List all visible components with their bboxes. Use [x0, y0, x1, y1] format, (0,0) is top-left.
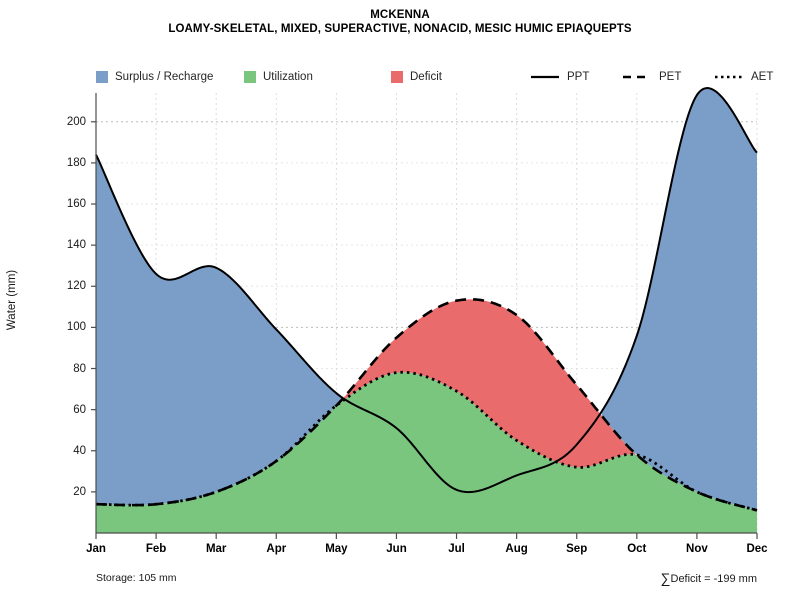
legend-label-surplus: Surplus / Recharge — [115, 71, 214, 83]
y-tick-label: 100 — [66, 321, 86, 334]
x-tick-label-aug: Aug — [505, 543, 528, 555]
dashed-line-icon — [622, 71, 652, 83]
y-tick-label: 140 — [66, 239, 86, 252]
legend-item-aet: AET — [714, 68, 773, 86]
y-tick-label: 60 — [73, 403, 86, 416]
area-utilization — [96, 372, 757, 533]
deficit-annotation-text: Deficit = -199 mm — [670, 573, 758, 585]
legend-label-ppt: PPT — [567, 71, 590, 83]
chart-subtitle: LOAMY-SKELETAL, MIXED, SUPERACTIVE, NONA… — [168, 23, 632, 35]
x-tick-label-jan: Jan — [86, 543, 106, 555]
legend-item-pet: PET — [622, 68, 681, 86]
legend-label-aet: AET — [751, 71, 774, 83]
sigma-icon: ∑ — [660, 570, 671, 586]
legend-item-surplus: Surplus / Recharge — [96, 68, 213, 86]
x-tick-label-jul: Jul — [448, 543, 465, 555]
y-tick-label: 80 — [73, 362, 86, 375]
x-tick-label-jun: Jun — [386, 543, 407, 555]
y-tick-label: 160 — [66, 198, 86, 210]
storage-annotation: Storage: 105 mm — [96, 572, 177, 584]
x-tick-label-dec: Dec — [746, 543, 768, 555]
deficit-annotation: ∑Deficit = -199 mm — [661, 570, 757, 586]
series-line-aet — [95, 370, 758, 512]
x-tick-label-apr: Apr — [266, 543, 287, 555]
y-tick-label: 40 — [73, 444, 86, 457]
area-deficit — [338, 299, 636, 468]
x-tick-label-may: May — [325, 543, 348, 555]
area-surplus-recharge — [96, 88, 757, 511]
chart-title-block: MCKENNA LOAMY-SKELETAL, MIXED, SUPERACTI… — [0, 8, 800, 37]
x-tick-label-mar: Mar — [205, 543, 227, 555]
series-line-ppt — [95, 87, 758, 494]
legend-item-ppt: PPT — [530, 68, 589, 86]
y-tick-label: 20 — [73, 485, 86, 498]
legend-swatch-deficit-icon — [391, 71, 403, 83]
legend-label-utilization: Utilization — [263, 71, 313, 83]
x-tick-label-feb: Feb — [145, 543, 167, 555]
legend-label-deficit: Deficit — [410, 71, 442, 83]
x-tick-label-oct: Oct — [627, 543, 647, 555]
y-tick-label: 200 — [66, 115, 86, 128]
solid-line-icon — [530, 71, 560, 83]
x-tick-label-nov: Nov — [686, 543, 708, 555]
dotted-line-icon — [714, 71, 744, 83]
legend-swatch-surplus-icon — [96, 71, 108, 83]
y-tick-label: 180 — [66, 156, 86, 169]
legend-item-deficit: Deficit — [391, 68, 442, 86]
chart-legend: Surplus / Recharge Utilization Deficit P… — [96, 68, 773, 86]
x-tick-label-sep: Sep — [566, 543, 588, 555]
legend-swatch-utilization-icon — [244, 71, 256, 83]
legend-label-pet: PET — [659, 71, 682, 83]
legend-item-utilization: Utilization — [244, 68, 313, 86]
y-tick-label: 120 — [66, 280, 86, 293]
page-title: MCKENNA — [370, 9, 430, 21]
